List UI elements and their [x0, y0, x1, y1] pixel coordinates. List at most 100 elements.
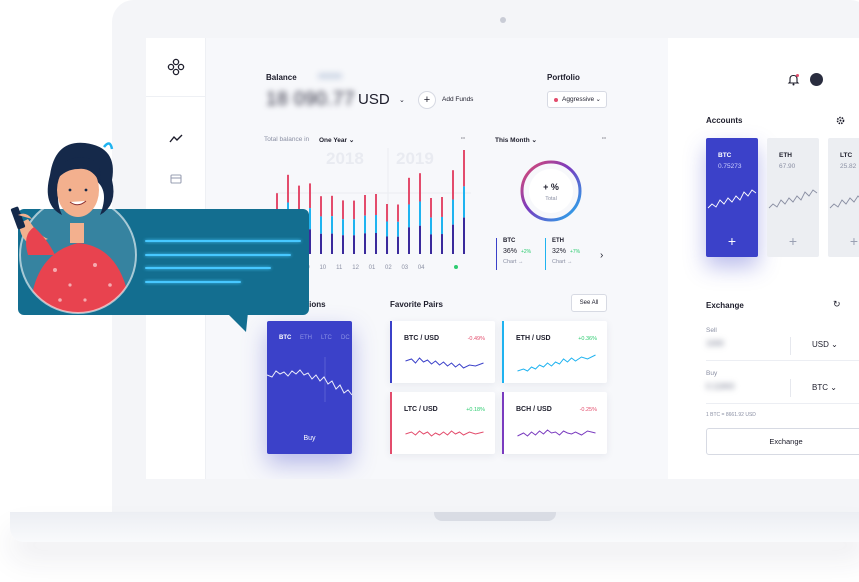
add-account-plus-icon[interactable]: + — [727, 233, 737, 249]
pair-change: +0.18% — [466, 407, 485, 413]
more-dots-icon[interactable]: ·· — [461, 135, 466, 142]
pair-sparkline-line — [405, 357, 484, 369]
account-card-ltc[interactable]: LTC 25.82 + — [828, 138, 859, 257]
balance-bar-segment-purple — [375, 233, 377, 254]
account-card-btc[interactable]: BTC 0.75273 + — [706, 138, 758, 257]
balance-bar-segment-pink — [364, 195, 366, 216]
sell-label: Sell — [706, 327, 717, 334]
balance-bar-segment-pink — [408, 177, 410, 205]
buy-divider — [790, 379, 791, 397]
this-month-item-eth[interactable]: ETH 32% +7% Chart → — [545, 238, 589, 270]
add-account-plus-icon[interactable]: + — [788, 233, 798, 249]
exchange-button[interactable]: Exchange — [706, 428, 859, 455]
tx-tab-btc[interactable]: BTC — [279, 335, 292, 341]
pair-name: ETH / USD — [516, 335, 551, 342]
balance-bar-segment-purple — [452, 224, 454, 254]
balance-bar-segment-purple — [430, 234, 432, 254]
balance-bar-segment-pink — [419, 173, 421, 202]
item-chart-link[interactable]: Chart → — [503, 259, 524, 265]
sell-currency-select[interactable]: USD ⌄ — [812, 340, 838, 349]
balance-bar-segment-cyan — [430, 217, 432, 235]
balance-bar-segment-purple — [342, 235, 344, 254]
wallet-icon[interactable] — [169, 172, 183, 186]
balance-bar-segment-pink — [386, 204, 388, 222]
see-all-button[interactable]: See All — [571, 294, 607, 312]
pair-name: BCH / USD — [516, 406, 552, 413]
balance-bar-segment-cyan — [364, 215, 366, 234]
period-select[interactable]: One Year ⌄ — [319, 137, 355, 144]
item-chart-link-label: Chart — [503, 259, 517, 265]
pair-card-1[interactable]: ETH / USD +0.36% — [502, 321, 607, 383]
balance-bar — [452, 170, 454, 254]
balance-bar-segment-pink — [309, 183, 311, 209]
tx-tab-ltc[interactable]: LTC — [321, 335, 332, 341]
balance-bar — [441, 197, 443, 254]
balance-bar-segment-cyan — [331, 216, 333, 234]
month-tick-label: 10 — [319, 265, 326, 271]
balance-bar-segment-purple — [353, 235, 355, 254]
this-month-item-btc[interactable]: BTC 36% +2% Chart → — [496, 238, 540, 270]
buy-label: Buy — [706, 370, 718, 377]
chart-line-icon[interactable] — [169, 132, 183, 146]
balance-bar-segment-cyan — [463, 186, 465, 218]
tx-tab-eth[interactable]: ETH — [300, 335, 312, 341]
account-value: 0.75273 — [718, 163, 742, 170]
buy-currency-select[interactable]: BTC ⌄ — [812, 383, 837, 392]
portfolio-select[interactable]: Aggressive ⌄ — [547, 91, 607, 108]
message-line-4 — [145, 281, 241, 283]
tx-buy-button[interactable]: Buy — [303, 435, 316, 442]
add-funds-label[interactable]: Add Funds — [442, 96, 474, 103]
balance-bar-segment-pink — [375, 194, 377, 215]
pair-accent-bar — [390, 321, 392, 383]
sidebar-divider — [146, 96, 206, 97]
year-watermark-1: 2019 — [396, 149, 434, 168]
refresh-icon[interactable]: ↻ — [833, 299, 841, 309]
balance-currency[interactable]: USD — [358, 91, 390, 108]
balance-bar-segment-purple — [364, 233, 366, 254]
sell-amount-input[interactable]: 1000 — [706, 339, 724, 348]
pair-card-3[interactable]: BCH / USD -0.25% — [502, 392, 607, 454]
balance-bar-segment-pink — [276, 193, 278, 215]
pair-change: +0.36% — [578, 336, 597, 342]
buy-currency-value: BTC — [812, 383, 828, 392]
pair-card-2[interactable]: LTC / USD +0.18% — [390, 392, 495, 454]
item-pct: 36% — [503, 248, 518, 255]
current-month-dot — [454, 265, 458, 269]
add-account-plus-icon[interactable]: + — [849, 233, 859, 249]
logo-icon[interactable] — [167, 58, 185, 76]
balance-bar-segment-pink — [320, 196, 322, 217]
bell-icon[interactable] — [787, 73, 800, 86]
item-change: +2% — [520, 249, 532, 255]
transactions-card[interactable]: BTC ETH LTC DC Buy — [267, 321, 352, 454]
balance-bar-segment-pink — [287, 174, 289, 203]
item-chart-link[interactable]: Chart → — [552, 259, 573, 265]
balance-bar-segment-cyan — [397, 221, 399, 237]
balance-bar-segment-cyan — [441, 216, 443, 235]
this-month-more-dots-icon[interactable]: ·· — [602, 135, 607, 142]
pair-sparkline-line — [517, 354, 596, 372]
user-avatar[interactable] — [810, 73, 823, 86]
balance-bar-segment-cyan — [419, 201, 421, 226]
balance-bar — [331, 195, 333, 254]
buy-amount-input[interactable]: 0.11843 — [706, 382, 735, 391]
account-name: LTC — [840, 152, 853, 159]
chevron-right-icon[interactable]: › — [600, 250, 604, 261]
total-balance-label: Total balance in — [264, 136, 310, 143]
item-pct: 32% — [552, 248, 567, 255]
balance-bar-segment-cyan — [386, 221, 388, 237]
balance-bar — [408, 177, 410, 254]
gear-icon[interactable] — [836, 116, 845, 125]
add-funds-button[interactable]: + — [418, 91, 436, 109]
balance-bar-segment-cyan — [408, 204, 410, 228]
donut-caption: Total — [545, 196, 557, 202]
balance-bar — [463, 150, 465, 254]
pair-card-0[interactable]: BTC / USD -0.49% — [390, 321, 495, 383]
exchange-label: Exchange — [706, 301, 744, 310]
tx-tab-dc[interactable]: DC — [341, 335, 350, 341]
currency-chevron-down-icon[interactable]: ⌄ — [399, 97, 405, 104]
balance-bar-segment-pink — [353, 200, 355, 220]
sell-underline — [706, 360, 859, 361]
account-card-eth[interactable]: ETH 67.90 + — [767, 138, 819, 257]
this-month-select[interactable]: This Month ⌄ — [495, 137, 537, 144]
